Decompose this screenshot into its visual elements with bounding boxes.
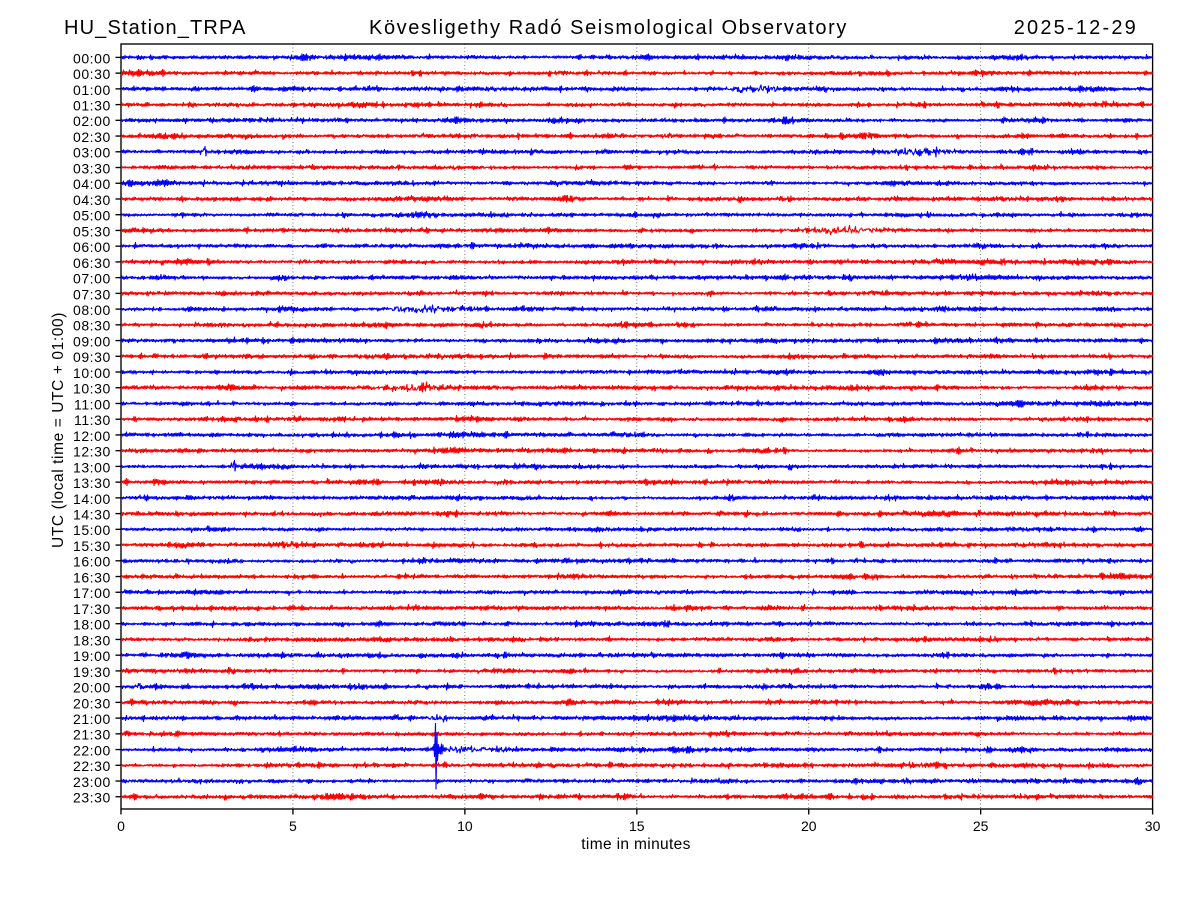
svg-text:17:30: 17:30 <box>73 601 111 617</box>
svg-text:04:30: 04:30 <box>73 192 111 208</box>
svg-text:12:00: 12:00 <box>73 428 111 444</box>
svg-text:30: 30 <box>1145 818 1161 834</box>
svg-text:19:00: 19:00 <box>73 648 111 664</box>
svg-text:22:30: 22:30 <box>73 758 111 774</box>
svg-text:13:00: 13:00 <box>73 459 111 475</box>
svg-text:20: 20 <box>801 818 817 834</box>
svg-text:01:30: 01:30 <box>73 97 111 113</box>
svg-text:07:30: 07:30 <box>73 286 111 302</box>
svg-text:02:00: 02:00 <box>73 113 111 129</box>
svg-text:06:30: 06:30 <box>73 255 111 271</box>
svg-text:21:00: 21:00 <box>73 711 111 727</box>
svg-text:10: 10 <box>457 818 473 834</box>
svg-text:03:30: 03:30 <box>73 160 111 176</box>
svg-text:23:00: 23:00 <box>73 774 111 790</box>
svg-text:0: 0 <box>117 818 125 834</box>
svg-text:21:30: 21:30 <box>73 727 111 743</box>
svg-text:18:30: 18:30 <box>73 632 111 648</box>
svg-text:14:30: 14:30 <box>73 507 111 523</box>
svg-text:16:00: 16:00 <box>73 554 111 570</box>
svg-text:23:30: 23:30 <box>73 790 111 806</box>
svg-text:22:00: 22:00 <box>73 742 111 758</box>
svg-text:20:00: 20:00 <box>73 680 111 696</box>
svg-text:12:30: 12:30 <box>73 444 111 460</box>
svg-text:11:00: 11:00 <box>74 396 111 412</box>
svg-text:25: 25 <box>973 818 989 834</box>
svg-text:03:00: 03:00 <box>73 145 111 161</box>
svg-text:19:30: 19:30 <box>73 664 111 680</box>
svg-text:2025-12-29: 2025-12-29 <box>1014 17 1138 39</box>
svg-text:05:30: 05:30 <box>73 223 111 239</box>
svg-text:Kövesligethy Radó Seismologica: Kövesligethy Radó Seismological Observat… <box>369 17 848 39</box>
svg-text:08:30: 08:30 <box>73 318 111 334</box>
svg-text:10:30: 10:30 <box>73 381 111 397</box>
svg-text:11:30: 11:30 <box>74 412 111 428</box>
svg-text:18:00: 18:00 <box>73 617 111 633</box>
svg-text:13:30: 13:30 <box>73 475 111 491</box>
svg-text:17:00: 17:00 <box>73 585 111 601</box>
svg-text:01:00: 01:00 <box>73 82 111 98</box>
svg-text:05:00: 05:00 <box>73 208 111 224</box>
svg-text:15:00: 15:00 <box>73 522 111 538</box>
svg-text:15: 15 <box>629 818 645 834</box>
svg-text:14:00: 14:00 <box>73 491 111 507</box>
svg-text:09:30: 09:30 <box>73 349 111 365</box>
svg-text:15:30: 15:30 <box>73 538 111 554</box>
svg-text:00:30: 00:30 <box>73 66 111 82</box>
svg-text:5: 5 <box>289 818 297 834</box>
svg-text:HU_Station_TRPA: HU_Station_TRPA <box>64 17 247 39</box>
svg-text:UTC (local time = UTC + 01:00): UTC (local time = UTC + 01:00) <box>50 312 67 548</box>
svg-text:10:00: 10:00 <box>73 365 111 381</box>
svg-text:09:00: 09:00 <box>73 333 111 349</box>
svg-text:02:30: 02:30 <box>73 129 111 145</box>
svg-text:04:00: 04:00 <box>73 176 111 192</box>
svg-text:16:30: 16:30 <box>73 569 111 585</box>
svg-text:07:00: 07:00 <box>73 271 111 287</box>
svg-text:time in minutes: time in minutes <box>581 836 690 853</box>
svg-text:06:00: 06:00 <box>73 239 111 255</box>
svg-text:20:30: 20:30 <box>73 695 111 711</box>
svg-text:08:00: 08:00 <box>73 302 111 318</box>
svg-text:00:00: 00:00 <box>73 50 111 66</box>
